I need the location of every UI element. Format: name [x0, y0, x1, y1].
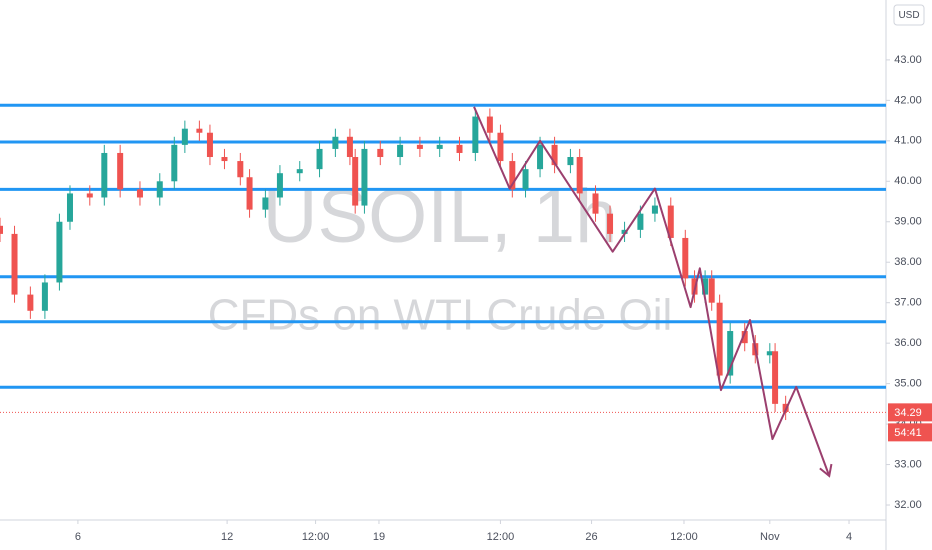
candle-body	[509, 161, 516, 190]
candle-body	[592, 193, 599, 214]
candle-body	[766, 351, 773, 356]
candle-body	[117, 152, 124, 190]
candle-body	[156, 181, 163, 198]
candle-body	[651, 205, 658, 214]
x-tick-label: 12	[221, 531, 233, 543]
candle-body	[181, 128, 188, 145]
candle-body	[361, 148, 368, 206]
candle-body	[296, 169, 303, 174]
candle-body	[741, 331, 748, 344]
candle-body	[276, 173, 283, 198]
y-tick-label: 40.00	[894, 175, 922, 187]
candle-body	[0, 225, 3, 234]
y-tick-label: 37.00	[894, 297, 922, 309]
description-watermark: CFDs on WTI Crude Oil	[208, 291, 673, 340]
candle-body	[397, 144, 404, 158]
currency-button[interactable]	[893, 4, 925, 26]
candle-body	[621, 229, 628, 234]
last-price-label: 34.29	[894, 407, 922, 419]
zigzag-arrowhead	[819, 463, 833, 478]
candle-body	[262, 197, 269, 210]
candle-body	[486, 116, 493, 133]
currency-label: USD	[898, 10, 919, 21]
candle-body	[416, 144, 423, 149]
y-tick-label: 43.00	[894, 54, 922, 66]
candle-body	[136, 189, 143, 198]
symbol-watermark: USOIL, 1h	[263, 174, 618, 259]
x-tick-label: 26	[585, 531, 597, 543]
candle-body	[682, 237, 689, 279]
candle-body	[708, 278, 715, 303]
y-tick-label: 33.00	[894, 458, 922, 470]
candle-body	[522, 169, 529, 190]
candle-body	[27, 294, 34, 311]
candle-body	[101, 152, 108, 198]
candle-body	[206, 132, 213, 158]
candle-body	[576, 157, 583, 194]
candle-body	[727, 331, 734, 376]
x-tick-label: 19	[373, 531, 385, 543]
y-tick-label: 32.00	[894, 499, 922, 511]
candle-body	[352, 157, 359, 206]
candle-body	[171, 144, 178, 182]
y-tick-label: 36.00	[894, 337, 922, 349]
candle-body	[41, 282, 48, 311]
y-tick-label: 42.00	[894, 94, 922, 106]
candle-body	[436, 144, 443, 149]
candle-body	[86, 193, 93, 198]
candle-body	[377, 148, 384, 158]
y-tick-label: 38.00	[894, 256, 922, 268]
candle-body	[667, 205, 674, 238]
candle-body	[551, 144, 558, 166]
candle-body	[332, 136, 339, 149]
candle-body	[567, 157, 574, 166]
candle-body	[537, 144, 544, 170]
candle-body	[772, 351, 779, 404]
x-tick-label: 6	[75, 531, 81, 543]
x-tick-label: 12:00	[670, 531, 698, 543]
candle-body	[246, 177, 253, 210]
candle-body	[196, 128, 203, 133]
y-tick-label: 41.00	[894, 135, 922, 147]
x-tick-label: Nov	[760, 531, 780, 543]
y-tick-label: 35.00	[894, 378, 922, 390]
candle-body	[346, 136, 353, 158]
x-tick-label: 4	[846, 531, 852, 543]
candle-body	[11, 233, 18, 295]
candle-body	[456, 144, 463, 153]
zigzag-line	[473, 106, 831, 477]
candle-body	[56, 221, 63, 283]
countdown-box	[888, 423, 932, 442]
candle-body	[637, 213, 644, 230]
candle-body	[316, 148, 323, 170]
candle-body	[702, 278, 709, 295]
countdown-label: 54:41	[894, 427, 922, 439]
candle-body	[716, 302, 723, 376]
candle-body	[472, 116, 479, 153]
x-tick-label: 12:00	[487, 531, 515, 543]
candle-body	[607, 213, 614, 234]
last-price-box	[888, 403, 932, 422]
y-tick-label: 39.00	[894, 216, 922, 228]
candle-body	[497, 132, 504, 162]
candle-body	[66, 193, 73, 222]
x-tick-label: 12:00	[302, 531, 330, 543]
candle-body	[237, 161, 244, 178]
candle-body	[221, 157, 228, 162]
